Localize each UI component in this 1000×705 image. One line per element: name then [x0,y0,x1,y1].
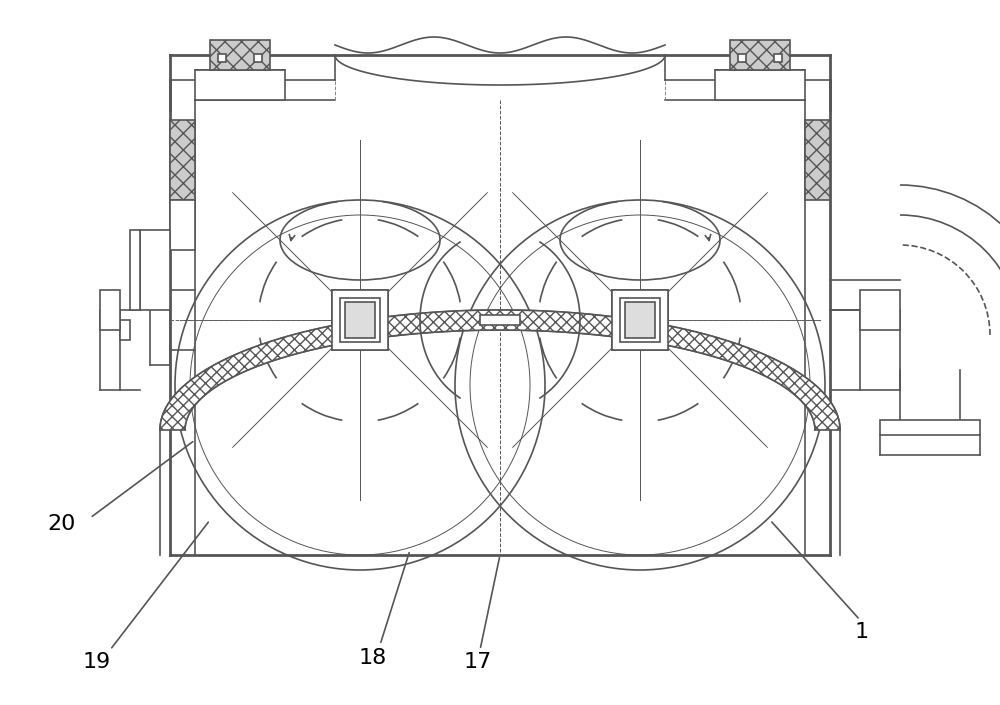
Text: 20: 20 [48,514,76,534]
Bar [170,200,195,250]
Bar [738,54,746,62]
Bar [332,290,388,350]
PathPatch shape [160,310,840,430]
Bar [774,54,782,62]
Text: 18: 18 [359,648,387,668]
Bar [100,290,120,330]
Bar [210,40,270,70]
Bar [480,315,520,325]
Bar [860,290,900,330]
Bar [140,230,170,310]
Bar [805,120,830,200]
Bar [340,298,380,342]
Bar [218,54,226,62]
Text: 19: 19 [83,652,111,672]
Bar [612,290,668,350]
Bar [130,230,140,310]
Bar [120,320,130,340]
Bar [345,302,375,338]
Bar [625,302,655,338]
Text: 17: 17 [464,652,492,672]
Text: 1: 1 [855,622,869,642]
Bar [254,54,262,62]
Bar [620,298,660,342]
Bar [195,70,285,100]
Bar [880,420,980,435]
Bar [170,120,195,200]
Bar [715,70,805,100]
Bar [730,40,790,70]
